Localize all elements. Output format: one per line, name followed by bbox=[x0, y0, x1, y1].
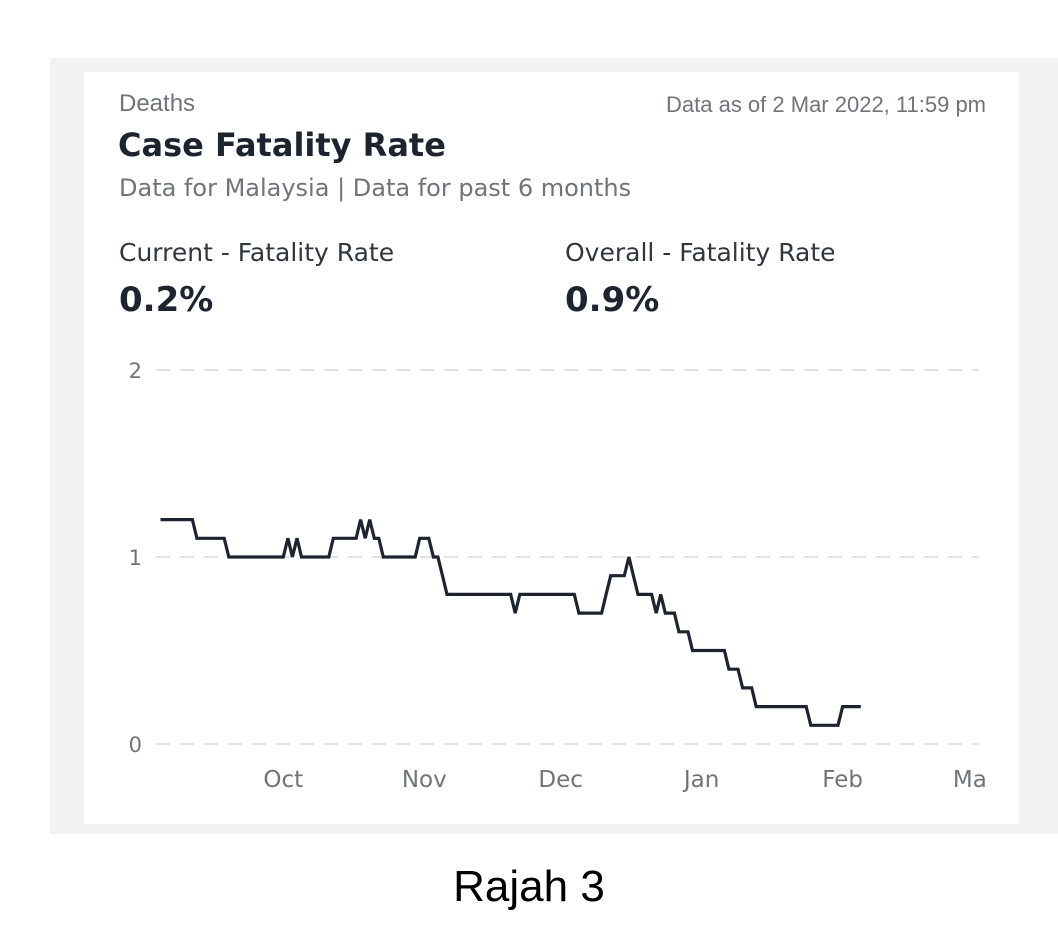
y-tick-label: 0 bbox=[129, 733, 142, 757]
x-tick-label: Oct bbox=[263, 767, 303, 793]
chart-card bbox=[84, 72, 1019, 824]
card-subtitle: Data for Malaysia | Data for past 6 mont… bbox=[119, 174, 632, 202]
y-tick-label: 1 bbox=[129, 546, 142, 570]
figure-caption: Rajah 3 bbox=[453, 862, 605, 911]
x-tick-label: Ma bbox=[953, 767, 987, 793]
y-tick-label: 2 bbox=[129, 359, 142, 383]
series-line bbox=[160, 518, 861, 727]
fatality-rate-chart: 0 1 2 Oct Nov Dec Jan Feb Ma bbox=[129, 359, 987, 793]
current-rate-label: Current - Fatality Rate bbox=[119, 238, 395, 267]
overall-rate-value: 0.9% bbox=[565, 280, 660, 320]
x-tick-label: Jan bbox=[682, 767, 719, 793]
section-label: Deaths bbox=[119, 90, 196, 117]
data-timestamp: Data as of 2 Mar 2022, 11:59 pm bbox=[666, 92, 986, 117]
x-tick-label: Nov bbox=[402, 767, 447, 793]
x-tick-label: Dec bbox=[538, 767, 583, 793]
overall-rate-label: Overall - Fatality Rate bbox=[565, 238, 836, 267]
current-rate-value: 0.2% bbox=[119, 280, 214, 320]
card-title: Case Fatality Rate bbox=[118, 126, 446, 164]
x-tick-label: Feb bbox=[822, 767, 863, 793]
